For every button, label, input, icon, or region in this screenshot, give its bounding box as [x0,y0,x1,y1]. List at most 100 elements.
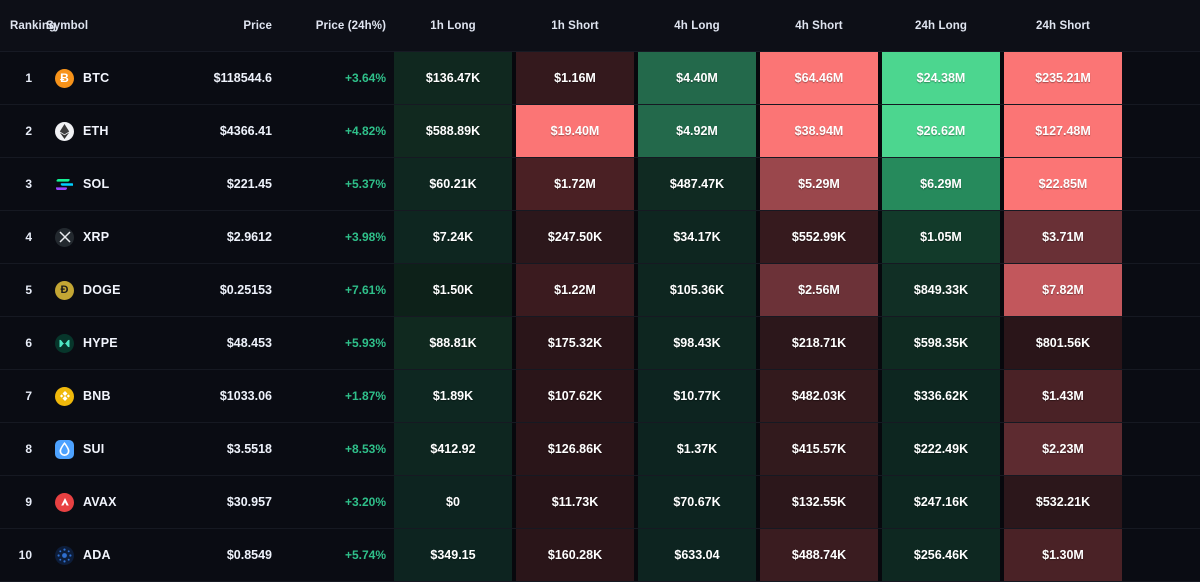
heat-cell-24h-long[interactable]: $26.62M [882,105,1000,157]
heat-cell-4h-short[interactable]: $482.03K [760,370,878,422]
heat-cell-1h-short[interactable]: $19.40M [516,105,634,157]
cell-symbol[interactable]: AVAX [46,476,162,528]
heat-cell-1h-short[interactable]: $175.32K [516,317,634,369]
btc-icon: Ƀ [55,68,74,88]
table-row[interactable]: 9 AVAX $30.957 +3.20% $0 $11.73K $70.67K $132… [0,476,1200,529]
heat-cell-4h-short[interactable]: $415.57K [760,423,878,475]
cell-price: $3.5518 [226,442,272,456]
heat-cell-4h-long[interactable]: $1.37K [638,423,756,475]
column-gap [634,529,638,581]
heat-cell-24h-short[interactable]: $3.71M [1004,211,1122,263]
heat-cell-1h-long[interactable]: $60.21K [394,158,512,210]
heat-cell-4h-long[interactable]: $487.47K [638,158,756,210]
column-gap [756,211,760,263]
column-header-ranking[interactable]: Ranking [10,19,57,32]
heat-cell-1h-short[interactable]: $11.73K [516,476,634,528]
heat-cell-4h-long[interactable]: $34.17K [638,211,756,263]
heat-cell-1h-long[interactable]: $7.24K [394,211,512,263]
heat-cell-1h-long[interactable]: $588.89K [394,105,512,157]
cell-symbol[interactable]: SOL [46,158,162,210]
table-row[interactable]: 2 ETH $4366.41 +4.82% $588.89K $19.40M $4.92… [0,105,1200,158]
heat-cell-24h-short[interactable]: $235.21M [1004,52,1122,104]
table-row[interactable]: 6 HYPE $48.453 +5.93% $88.81K $175.32K $98.4… [0,317,1200,370]
heat-cell-24h-short[interactable]: $532.21K [1004,476,1122,528]
heat-cell-24h-short[interactable]: $1.43M [1004,370,1122,422]
heat-cell-1h-long[interactable]: $0 [394,476,512,528]
heat-cell-1h-long[interactable]: $1.89K [394,370,512,422]
column-gap [1000,423,1004,475]
column-gap [878,264,882,316]
heat-cell-4h-short[interactable]: $218.71K [760,317,878,369]
column-header-24h-short[interactable]: 24h Short [1036,19,1090,32]
column-header-symbol[interactable]: Symbol [46,19,89,32]
column-header-1h-long[interactable]: 1h Long [430,19,476,32]
heat-cell-1h-short[interactable]: $107.62K [516,370,634,422]
table-row[interactable]: 5 Ð DOGE $0.25153 +7.61% $1.50K $1.22M $105.… [0,264,1200,317]
heat-cell-4h-long[interactable]: $10.77K [638,370,756,422]
table-row[interactable]: 8 SUI $3.5518 +8.53% $412.92 $126.86K $1.37K… [0,423,1200,476]
heat-cell-24h-short[interactable]: $801.56K [1004,317,1122,369]
column-header-4h-short[interactable]: 4h Short [795,19,843,32]
table-row[interactable]: 7 BNB $1033.06 +1.87% $1.89K $107.62K $10.77… [0,370,1200,423]
heat-cell-24h-short[interactable]: $2.23M [1004,423,1122,475]
table-row[interactable]: 10 ADA $0.8549 +5.74% $349.15 $160.28K $633.… [0,529,1200,582]
heat-cell-4h-long[interactable]: $633.04 [638,529,756,581]
column-header-price[interactable]: Price [243,19,272,32]
heat-cell-4h-short[interactable]: $552.99K [760,211,878,263]
heat-cell-1h-long[interactable]: $412.92 [394,423,512,475]
heat-cell-4h-short[interactable]: $64.46M [760,52,878,104]
cell-symbol[interactable]: SUI [46,423,162,475]
column-gap [634,370,638,422]
table-row[interactable]: 3 SOL $221.45 +5.37% $60.21K $1.72M $487.47K… [0,158,1200,211]
heat-cell-4h-long[interactable]: $70.67K [638,476,756,528]
heat-cell-24h-long[interactable]: $336.62K [882,370,1000,422]
heat-cell-24h-short[interactable]: $1.30M [1004,529,1122,581]
heat-cell-24h-long[interactable]: $849.33K [882,264,1000,316]
heat-cell-4h-long[interactable]: $105.36K [638,264,756,316]
heat-cell-24h-short[interactable]: $7.82M [1004,264,1122,316]
heat-cell-1h-short[interactable]: $1.16M [516,52,634,104]
heat-cell-1h-short[interactable]: $1.72M [516,158,634,210]
heat-cell-24h-short[interactable]: $22.85M [1004,158,1122,210]
heat-cell-4h-long[interactable]: $98.43K [638,317,756,369]
heat-cell-24h-long[interactable]: $1.05M [882,211,1000,263]
cell-symbol[interactable]: Ð DOGE [46,264,162,316]
heat-cell-1h-long[interactable]: $88.81K [394,317,512,369]
heat-cell-24h-long[interactable]: $256.46K [882,529,1000,581]
heat-cell-1h-long[interactable]: $1.50K [394,264,512,316]
cell-symbol[interactable]: ETH [46,105,162,157]
heat-cell-4h-short[interactable]: $38.94M [760,105,878,157]
cell-symbol[interactable]: HYPE [46,317,162,369]
heat-cell-1h-short[interactable]: $1.22M [516,264,634,316]
heat-cell-4h-long[interactable]: $4.40M [638,52,756,104]
heat-cell-24h-short[interactable]: $127.48M [1004,105,1122,157]
heat-cell-24h-long[interactable]: $6.29M [882,158,1000,210]
symbol-label: XRP [83,230,110,244]
cell-symbol[interactable]: XRP [46,211,162,263]
heat-cell-24h-long[interactable]: $222.49K [882,423,1000,475]
heat-cell-24h-long[interactable]: $598.35K [882,317,1000,369]
heat-cell-4h-short[interactable]: $5.29M [760,158,878,210]
cell-symbol[interactable]: BNB [46,370,162,422]
table-row[interactable]: 4 XRP $2.9612 +3.98% $7.24K $247.50K $34.17K… [0,211,1200,264]
heat-cell-1h-short[interactable]: $160.28K [516,529,634,581]
cell-symbol[interactable]: ADA [46,529,162,581]
heat-cell-24h-long[interactable]: $247.16K [882,476,1000,528]
heat-cell-1h-short[interactable]: $247.50K [516,211,634,263]
column-header-change[interactable]: Price (24h%) [315,19,386,32]
heat-cell-1h-short[interactable]: $126.86K [516,423,634,475]
column-gap [1000,264,1004,316]
column-header-4h-long[interactable]: 4h Long [674,19,720,32]
cell-symbol[interactable]: Ƀ BTC [46,52,162,104]
column-header-24h-long[interactable]: 24h Long [915,19,967,32]
heat-cell-4h-short[interactable]: $488.74K [760,529,878,581]
table-row[interactable]: 1 Ƀ BTC $118544.6 +3.64% $136.47K $1.16M $4.… [0,52,1200,105]
heat-cell-1h-long[interactable]: $136.47K [394,52,512,104]
heat-cell-4h-short[interactable]: $2.56M [760,264,878,316]
heat-cell-4h-long[interactable]: $4.92M [638,105,756,157]
cell-price-change: +1.87% [344,389,386,403]
column-header-1h-short[interactable]: 1h Short [551,19,599,32]
heat-cell-1h-long[interactable]: $349.15 [394,529,512,581]
heat-cell-4h-short[interactable]: $132.55K [760,476,878,528]
heat-cell-24h-long[interactable]: $24.38M [882,52,1000,104]
